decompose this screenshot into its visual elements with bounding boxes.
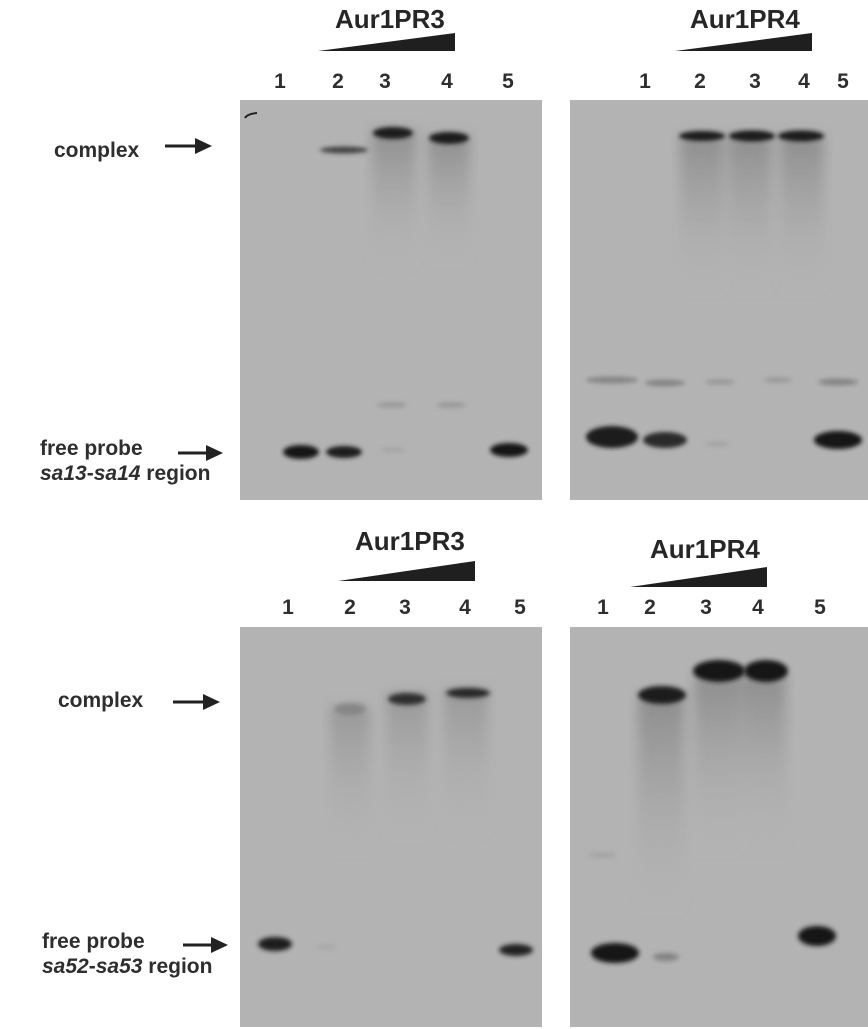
- lane-label-bottom-right-5: 5: [814, 596, 826, 619]
- concentration-wedge-bottom-left: [338, 561, 475, 581]
- complex-label-bottom: complex: [58, 689, 144, 712]
- lane-label-top-right-4: 4: [798, 70, 810, 93]
- lane-label-bottom-right-4: 4: [752, 596, 764, 619]
- protein-label-bottom-left: Aur1PR3: [355, 526, 465, 556]
- concentration-wedge-top-left: [318, 33, 455, 51]
- lane-label-top-right-5: 5: [837, 70, 849, 93]
- concentration-wedge-bottom-right: [630, 567, 767, 587]
- lane-label-top-left-4: 4: [441, 70, 453, 93]
- gel-image-bottom-right: [570, 627, 868, 1027]
- region-label-top: sa13-sa14 region: [40, 462, 211, 485]
- lane-label-bottom-right-3: 3: [700, 596, 712, 619]
- free-probe-text-top: free probe: [40, 437, 143, 460]
- protein-label-top-left: Aur1PR3: [335, 4, 445, 34]
- lane-label-bottom-right-2: 2: [644, 596, 656, 619]
- gel-image-bottom-left: [240, 627, 542, 1027]
- gel-image-top-left: [240, 100, 542, 500]
- lane-label-top-right-3: 3: [749, 70, 761, 93]
- complex-arrow-top: [165, 138, 212, 154]
- lane-label-top-right-2: 2: [694, 70, 706, 93]
- complex-arrow-bottom: [173, 694, 220, 710]
- lane-label-bottom-left-3: 3: [399, 596, 411, 619]
- complex-label-top: complex: [54, 139, 140, 162]
- free-probe-label-bottom: free probe sa52-sa53 region: [42, 931, 212, 977]
- free-probe-text-bottom: free probe: [42, 930, 145, 953]
- lane-label-top-left-2: 2: [332, 70, 344, 93]
- lane-label-bottom-right-1: 1: [597, 596, 609, 619]
- gel-image-top-right: [570, 100, 868, 500]
- region-label-bottom: sa52-sa53 region: [42, 955, 213, 978]
- lane-label-bottom-left-2: 2: [344, 596, 356, 619]
- lane-label-bottom-left-5: 5: [514, 596, 526, 619]
- free-probe-arrow-bottom: [183, 937, 228, 953]
- protein-label-top-right: Aur1PR4: [690, 4, 800, 34]
- free-probe-label-top: free probe sa13-sa14 region: [40, 438, 210, 484]
- lane-label-bottom-left-1: 1: [282, 596, 294, 619]
- lane-label-bottom-left-4: 4: [459, 596, 471, 619]
- free-probe-arrow-top: [178, 445, 223, 461]
- lane-label-top-left-1: 1: [274, 70, 286, 93]
- protein-label-bottom-right: Aur1PR4: [650, 534, 760, 564]
- concentration-wedge-top-right: [675, 33, 812, 51]
- lane-label-top-left-3: 3: [379, 70, 391, 93]
- lane-label-top-right-1: 1: [639, 70, 651, 93]
- lane-label-top-left-5: 5: [502, 70, 514, 93]
